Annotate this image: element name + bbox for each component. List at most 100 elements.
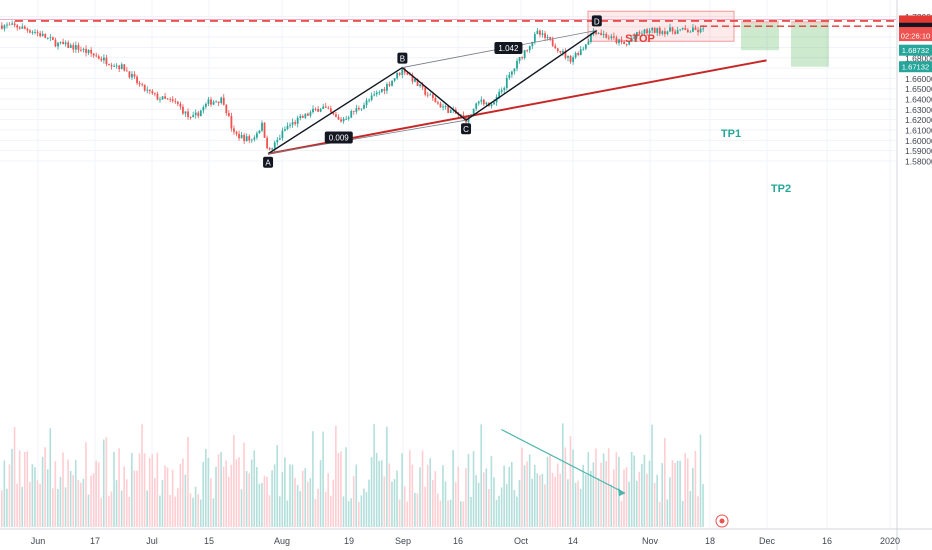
abcd-pattern-line[interactable] xyxy=(267,29,598,155)
volume-bar xyxy=(692,468,694,527)
volume-bar xyxy=(146,490,148,527)
pattern-point-marker[interactable] xyxy=(263,156,274,168)
candle-body xyxy=(95,55,98,57)
volume-bar xyxy=(613,469,615,527)
candle-body xyxy=(493,102,495,105)
candle-body xyxy=(291,122,294,125)
candle-body xyxy=(656,27,659,33)
volume-bar xyxy=(689,491,692,527)
candle-body xyxy=(39,33,42,37)
candle-body xyxy=(426,94,429,96)
candle-body xyxy=(365,100,368,105)
volume-bar xyxy=(664,438,666,527)
candle-body xyxy=(294,122,297,124)
candle-body xyxy=(105,57,108,65)
candle-body xyxy=(34,32,36,33)
candle-body xyxy=(113,66,115,67)
volume-bar xyxy=(304,468,307,527)
candle-body xyxy=(289,124,291,126)
candle-body xyxy=(546,37,549,38)
candle-body xyxy=(62,41,64,45)
candle-body xyxy=(194,112,197,116)
volume-bar xyxy=(62,452,64,527)
event-icon[interactable] xyxy=(715,514,729,528)
volume-bar xyxy=(115,480,118,527)
volume-bar xyxy=(289,464,291,527)
volume-bar xyxy=(67,459,69,527)
volume-trend-arrow[interactable] xyxy=(501,428,626,494)
volume-bar xyxy=(294,477,296,527)
candle-body xyxy=(490,104,493,107)
volume-bar xyxy=(225,460,227,527)
volume-bar xyxy=(271,470,273,527)
volume-bar xyxy=(681,501,684,527)
price-badge xyxy=(899,30,932,42)
gridlines xyxy=(0,0,896,529)
price-badge-label: 1.67132 xyxy=(902,63,929,72)
volume-bar xyxy=(143,453,146,527)
candle-body xyxy=(462,115,465,117)
volume-bar xyxy=(457,466,460,527)
tp1-reward-box[interactable] xyxy=(741,23,779,51)
candle-body xyxy=(176,101,179,104)
pattern-ratio-marker[interactable] xyxy=(494,41,523,54)
candle-body xyxy=(253,137,256,140)
candle-body xyxy=(284,129,286,131)
candle-body xyxy=(610,36,613,39)
candle-body xyxy=(189,117,192,118)
volume-bar xyxy=(676,460,679,527)
candle-body xyxy=(485,102,488,105)
candle-body xyxy=(141,84,144,86)
volume-bar xyxy=(39,483,41,527)
candle-body xyxy=(146,89,149,91)
candle-body xyxy=(526,50,529,51)
volume-bar xyxy=(125,479,128,527)
candle-body xyxy=(31,32,34,33)
pattern-point-marker[interactable] xyxy=(461,123,472,135)
volume-bar xyxy=(414,492,416,527)
volume-bar xyxy=(671,460,674,527)
x-tick-label: 19 xyxy=(344,536,354,546)
tp2-risk-box[interactable] xyxy=(791,20,829,24)
volume-bar xyxy=(633,455,635,527)
pattern-ratio-marker[interactable] xyxy=(324,131,353,144)
volume-bar xyxy=(23,452,26,527)
drawings: A B C D 0.009 1.042 xyxy=(0,15,896,528)
tp2-reward-box[interactable] xyxy=(791,23,829,67)
volume-bar xyxy=(324,492,327,527)
volume-bar xyxy=(281,471,284,527)
candle-body xyxy=(666,31,669,35)
candle-body xyxy=(431,94,434,99)
candle-body xyxy=(607,37,610,39)
candle-body xyxy=(638,32,641,34)
candle-body xyxy=(319,108,322,112)
volume-bar xyxy=(136,470,138,527)
volume-bar xyxy=(169,494,171,527)
volume-bar xyxy=(656,474,658,527)
volume-bar xyxy=(159,495,161,527)
entry-zone-box[interactable] xyxy=(587,10,735,42)
volume-bar xyxy=(551,473,554,527)
volume-bar xyxy=(539,475,541,527)
pattern-point-marker[interactable] xyxy=(591,15,602,27)
candle-body xyxy=(337,116,340,120)
y-tick-label: 1.64000 xyxy=(905,95,932,105)
pattern-point-marker[interactable] xyxy=(397,52,408,64)
volume-bar xyxy=(110,491,113,527)
candle-body xyxy=(516,60,518,69)
volume-bar xyxy=(380,460,383,527)
candle-body xyxy=(179,103,182,107)
volume-bar xyxy=(579,489,582,527)
volume-bar xyxy=(314,499,317,527)
volume-bar xyxy=(230,464,233,527)
volume-bar xyxy=(615,452,618,527)
volume-bar xyxy=(577,480,579,527)
volume-bar xyxy=(488,488,490,527)
candle-body xyxy=(419,84,421,86)
candle-body xyxy=(411,75,414,82)
candle-body xyxy=(625,44,628,45)
candle-body xyxy=(314,108,317,110)
volume-bar xyxy=(635,480,638,527)
tp1-risk-box[interactable] xyxy=(741,20,779,24)
